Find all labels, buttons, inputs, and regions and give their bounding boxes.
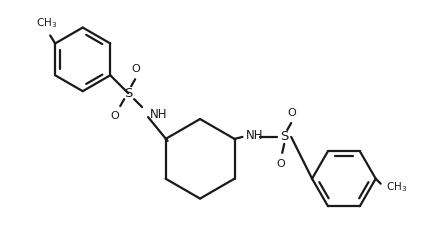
Text: O: O — [132, 64, 141, 74]
Text: O: O — [110, 111, 119, 121]
Text: NH: NH — [150, 107, 168, 121]
Text: O: O — [288, 108, 297, 118]
Text: CH$_3$: CH$_3$ — [386, 180, 407, 194]
Text: CH$_3$: CH$_3$ — [35, 16, 57, 30]
Text: S: S — [280, 130, 288, 144]
Text: S: S — [124, 87, 133, 100]
Text: NH: NH — [246, 129, 263, 143]
Text: O: O — [277, 159, 286, 169]
